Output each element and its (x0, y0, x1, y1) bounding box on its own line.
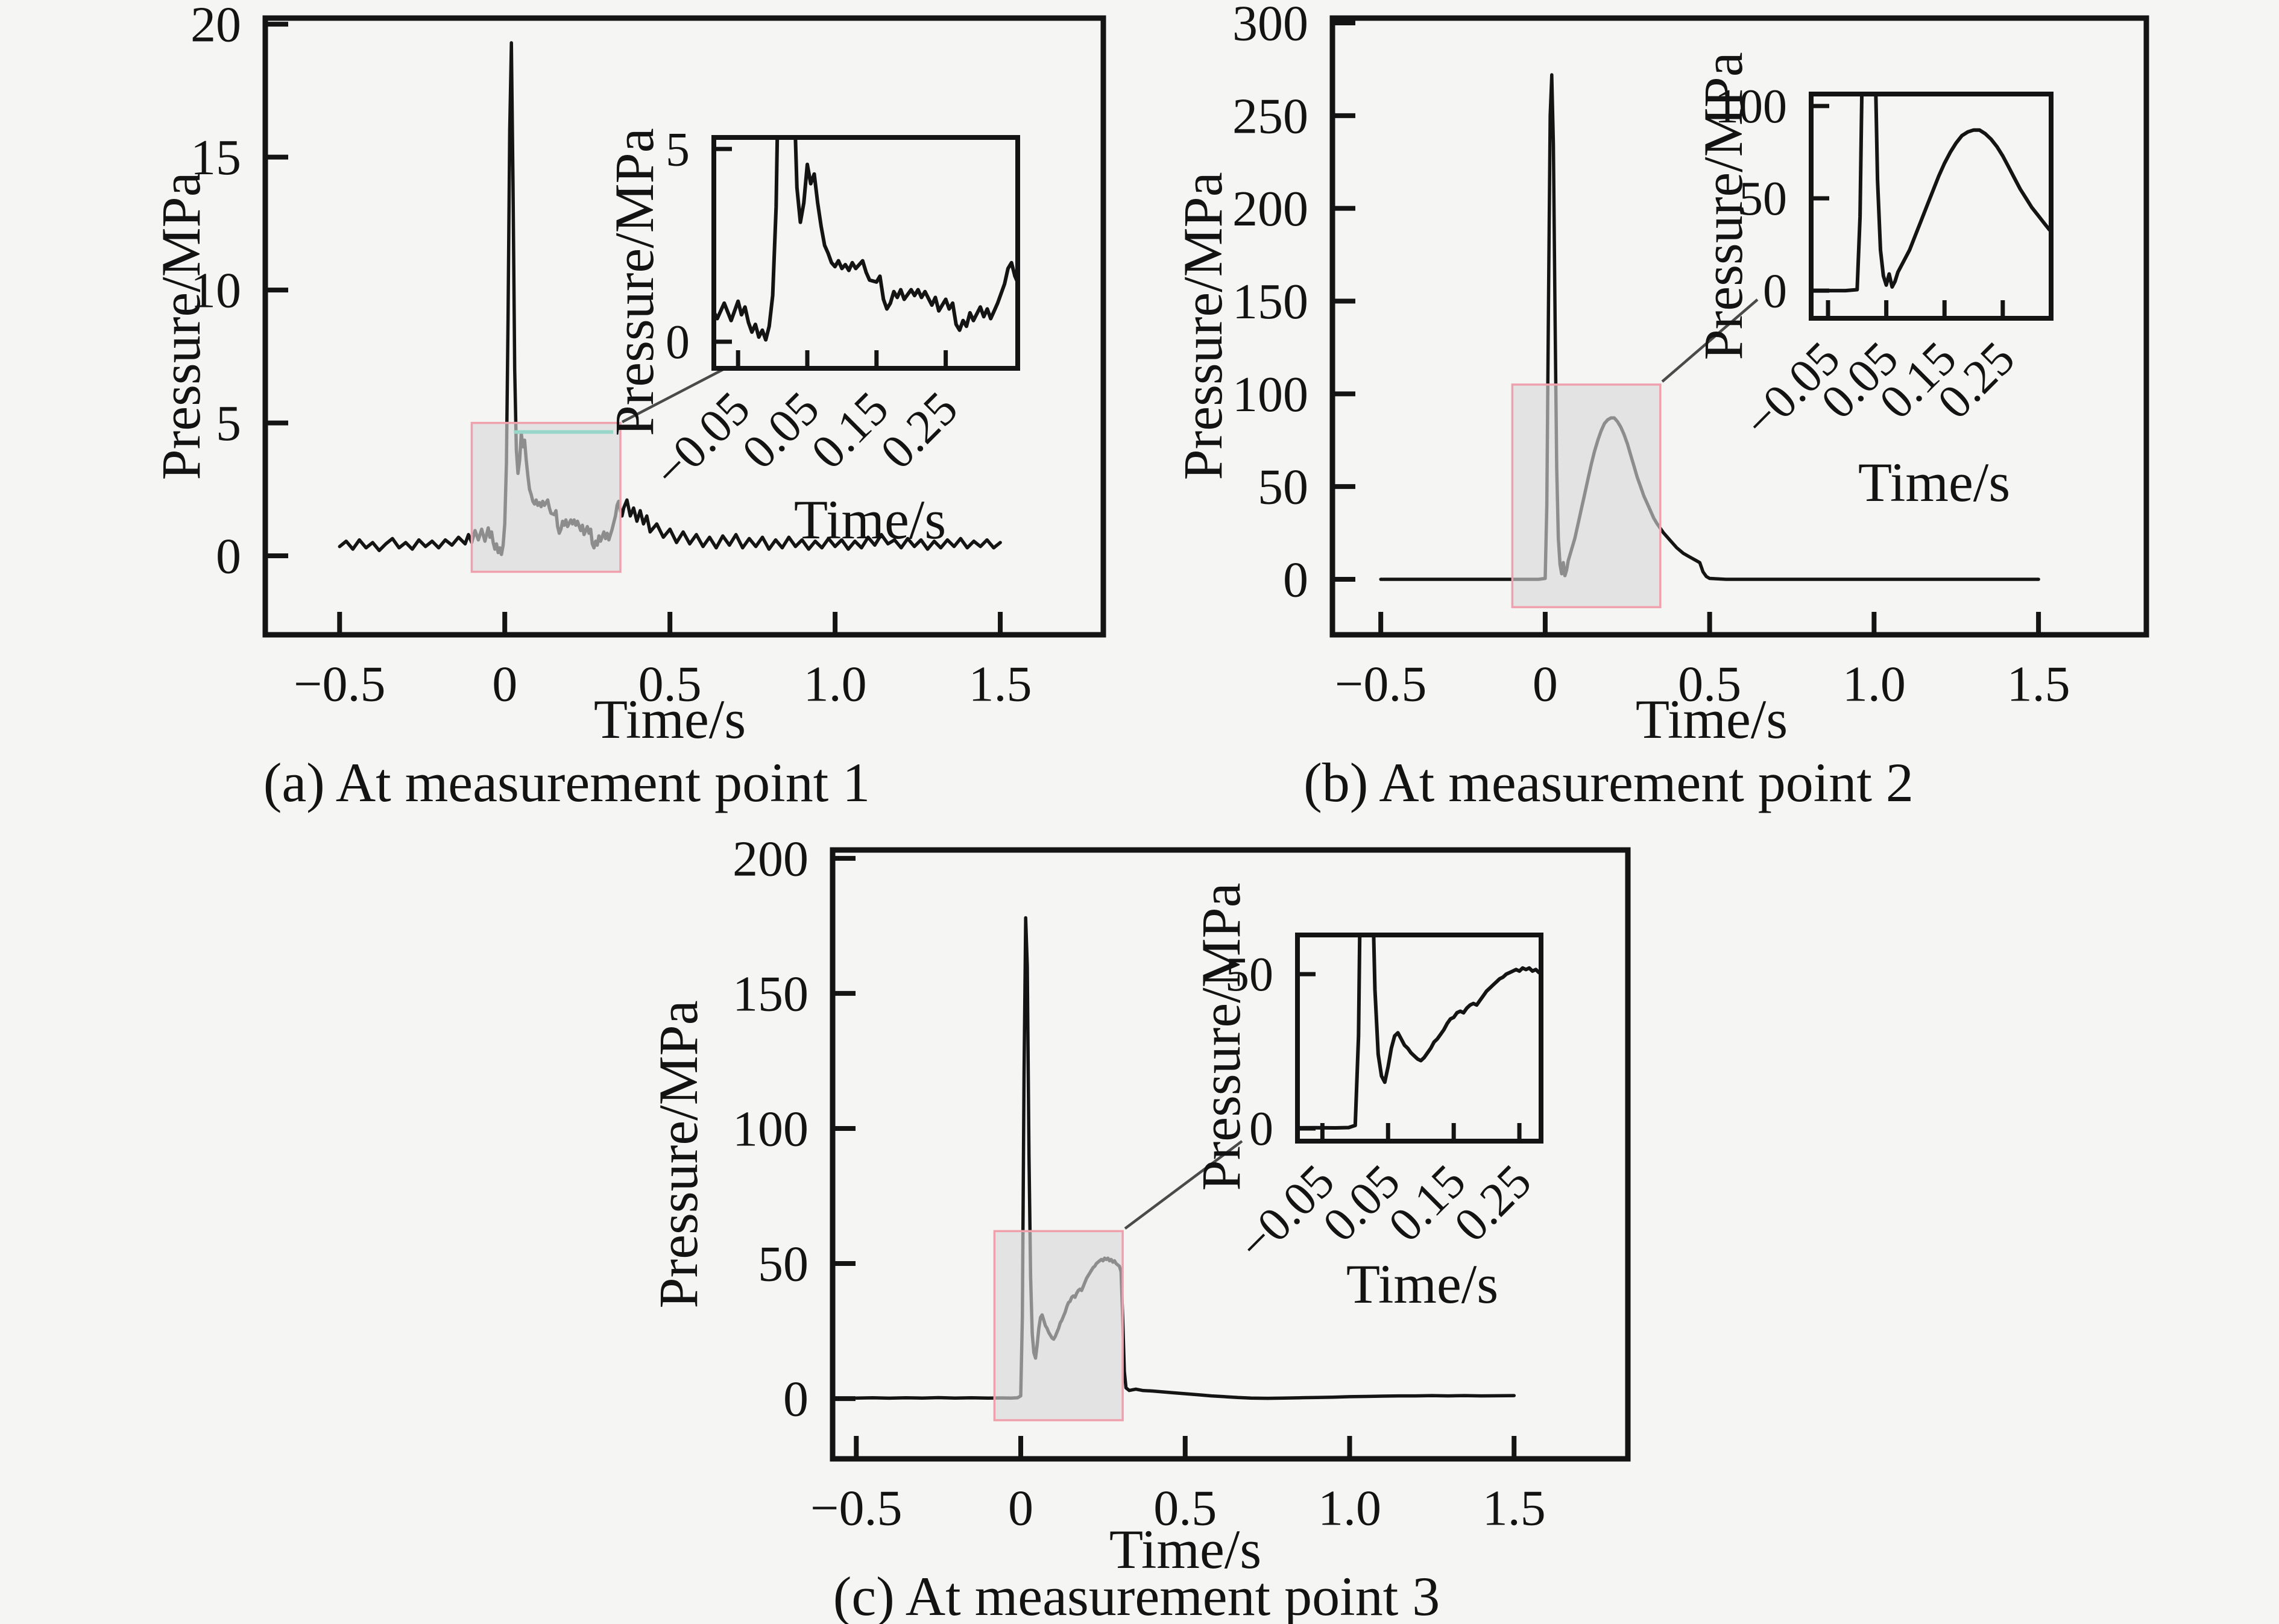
chart-b-x-axis-label: Time/s (1635, 688, 1788, 750)
chart-b-inset-axes-y-tick-label: 0 (1763, 265, 1787, 318)
chart-a-main-axes-x-tick-label: 1.0 (804, 656, 867, 712)
chart-b-inset-x-axis-label: Time/s (1858, 452, 2011, 513)
chart-c-main-axes-zoom-region-box (993, 1230, 1124, 1421)
chart-b-main-axes-y-tick-label: 0 (1283, 552, 1308, 608)
chart-c-main-axes-x-tick-label: 0.5 (1153, 1480, 1217, 1536)
chart-b-inset-axes-y-tick-label: 50 (1739, 172, 1787, 225)
chart-c-y-axis-label: Pressure/MPa (648, 1000, 709, 1309)
chart-c-inset-axes-spines (1295, 933, 1543, 1144)
chart-a-y-axis-label: Pressure/MPa (150, 172, 212, 480)
chart-c-main-axes-x-tick-label: −0.5 (810, 1480, 902, 1536)
chart-c-inset-x-axis-label: Time/s (1346, 1253, 1499, 1315)
chart-a-main-axes-x-tick-label: −0.5 (294, 656, 385, 712)
chart-b-main-axes-spines (1329, 15, 2149, 638)
chart-b-main-axes-y-tick-label: 50 (1258, 459, 1308, 515)
chart-b-main-axes-x-tick-label: 0 (1533, 656, 1558, 712)
chart-b-inset-axes-spines (1809, 92, 2054, 321)
chart-a-main-axes-y-tick-label: 20 (191, 0, 241, 53)
chart-b-main-axes-y-tick-label: 300 (1232, 0, 1308, 52)
chart-b-y-axis-label: Pressure/MPa (1172, 172, 1234, 480)
chart-c-inset-axes-x-tick-label: 0.25 (1445, 1155, 1542, 1252)
chart-b-main-axes-zoom-region-box (1511, 383, 1662, 608)
chart-a-inset-axes-y-tick-label: 0 (666, 316, 690, 369)
chart-a-inset-axes-spines (711, 135, 1020, 371)
chart-b-inset-axes-curve (1811, 94, 2051, 293)
chart-a-caption: (a) At measurement point 1 (263, 752, 871, 813)
chart-a-main-axes-x-tick-label: 0 (492, 656, 517, 712)
chart-b-inset-y-axis-label: Pressure/MPa (1692, 52, 1754, 360)
chart-c-main-axes-curve (854, 916, 1516, 1400)
chart-a-inset-axes-y-tick-label: 5 (666, 123, 690, 176)
chart-b-main-axes-x-tick-label: 1.5 (2007, 656, 2070, 712)
chart-b-main-axes-x-tick-label: 0.5 (1678, 656, 1741, 712)
chart-b-main-axes-x-tick-label: −0.5 (1335, 656, 1426, 712)
chart-a-main-axes-x-tick-label: 1.5 (969, 656, 1032, 712)
chart-b-main-axes-y-tick-label: 200 (1232, 181, 1308, 237)
chart-b-main-axes-y-tick-label: 100 (1232, 367, 1308, 423)
chart-c-inset-axes-y-tick-label: 50 (1225, 948, 1273, 1001)
chart-c-main-axes-x-tick-label: 0 (1008, 1480, 1033, 1536)
chart-a-inset-axes-x-tick-label: 0.25 (871, 382, 968, 479)
chart-c-main-axes-y-tick-label: 100 (733, 1101, 809, 1157)
chart-c-main-axes-x-tick-label: 1.5 (1483, 1480, 1546, 1536)
chart-c-main-axes-y-tick-label: 150 (733, 966, 809, 1022)
chart-c-main-axes-y-tick-label: 200 (733, 831, 809, 887)
chart-c-main-axes-y-tick-label: 50 (758, 1236, 809, 1292)
chart-c-main-axes-y-tick-label: 0 (783, 1371, 809, 1427)
chart-b-main-axes-x-tick-label: 1.0 (1842, 656, 1906, 712)
chart-c-caption: (c) At measurement point 3 (833, 1566, 1440, 1624)
chart-c-main-axes-x-tick-label: 1.0 (1318, 1480, 1381, 1536)
chart-c-x-axis-label: Time/s (1109, 1519, 1262, 1580)
chart-a-main-axes-y-tick-label: 10 (191, 263, 241, 319)
chart-a-main-axes: −0.5 0 0.5 1.0 1.5 0 5 10 15 20 (191, 0, 1106, 712)
chart-a-main-axes-x-tick-label: 0.5 (638, 656, 702, 712)
chart-a-zoom-connector-line (621, 367, 728, 423)
chart-b-main-axes: −0.5 0 0.5 1.0 1.5 0 50 100 150 200 250 300 (1232, 0, 2149, 712)
chart-a-inset-x-axis-label: Time/s (793, 489, 947, 550)
chart-b-main-axes-y-tick-label: 150 (1232, 274, 1308, 330)
chart-b-zoom-connector-line (1661, 298, 1759, 383)
chart-a-inset-y-axis-label: Pressure/MPa (604, 128, 665, 436)
chart-c-main-axes-spines (830, 847, 1631, 1462)
chart-b-caption: (b) At measurement point 2 (1303, 752, 1914, 813)
chart-c-inset-axes-curve (1297, 935, 1541, 1130)
chart-a-main-axes-zoom-region-box (470, 421, 622, 573)
chart-c-inset-y-axis-label: Pressure/MPa (1190, 883, 1252, 1191)
chart-c-inset-axes-y-tick-label: 0 (1249, 1103, 1273, 1156)
chart-b-inset-axes-y-tick-label: 100 (1715, 80, 1787, 133)
chart-a-main-axes-y-tick-label: 0 (216, 529, 241, 585)
chart-c-zoom-connector-line (1124, 1140, 1243, 1230)
chart-a-x-axis-label: Time/s (593, 688, 746, 750)
chart-a-main-axes-spines (262, 15, 1106, 638)
chart-a-inset-axes-curve (714, 137, 1018, 342)
chart-a-main-axes-y-tick-label: 5 (216, 395, 241, 452)
chart-b-main-axes-y-tick-label: 250 (1232, 88, 1308, 144)
chart-a-main-axes-y-tick-label: 15 (191, 130, 241, 186)
